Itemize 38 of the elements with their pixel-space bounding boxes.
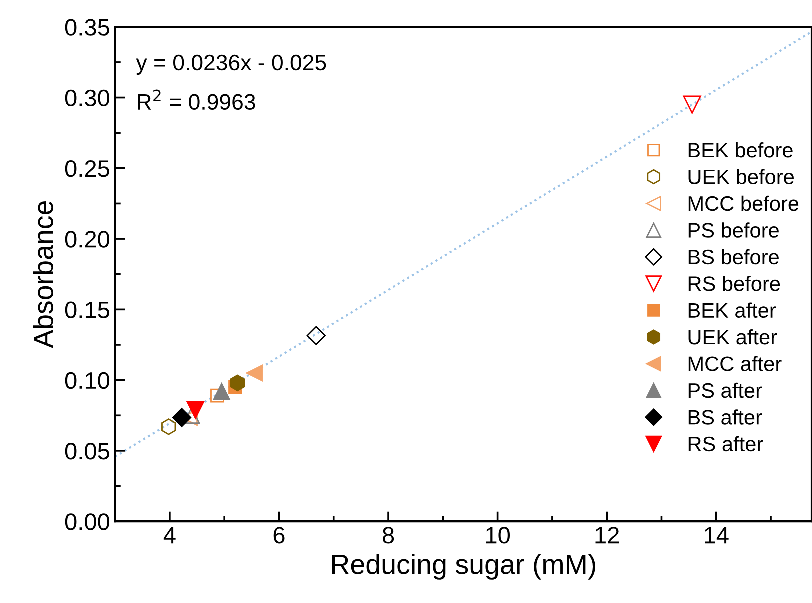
x-tick-label: 6: [274, 527, 285, 544]
y-tick-label: 0.20: [65, 231, 110, 248]
point: [683, 96, 702, 114]
y-tick-label: 0.05: [65, 443, 110, 460]
point: [172, 408, 192, 428]
point: [230, 374, 246, 392]
y-tick-label: 0.30: [65, 90, 110, 107]
legend-label: BEK before: [688, 142, 793, 158]
point: [306, 326, 326, 346]
point: [214, 383, 230, 400]
legend-label: PS before: [688, 222, 779, 238]
y-tick-label: 0.10: [65, 372, 110, 390]
legend-label: RS after: [688, 436, 764, 452]
legend-label: UEK after: [688, 329, 778, 345]
y-tick-label: 0.15: [65, 302, 110, 318]
legend-label: BEK after: [688, 302, 776, 318]
legend-label: BS after: [688, 410, 762, 425]
legend-label: MCC after: [688, 356, 782, 372]
x-axis-title: Reducing sugar (mM): [332, 554, 596, 580]
y-tick-label: 0.00: [65, 514, 110, 530]
legend-label: UEK before: [688, 169, 794, 184]
x-tick-label: 8: [382, 527, 394, 544]
point: [246, 364, 263, 382]
x-tick-label: 10: [486, 527, 510, 544]
x-tick-label: 14: [705, 527, 729, 544]
legend-label: RS before: [688, 276, 780, 292]
legend-label: MCC before: [688, 196, 799, 212]
annotation: y = 0.0236x - 0.025: [136, 54, 326, 76]
y-tick-label: 0.25: [65, 160, 110, 178]
point: [186, 400, 205, 420]
legend-label: BS before: [688, 249, 779, 265]
x-tick-label: 12: [596, 527, 620, 544]
y-axis-title: Absorbance: [33, 201, 54, 348]
legend-label: PS after: [688, 382, 762, 398]
y-tick-label: 0.35: [65, 19, 110, 36]
annotation: R$^{2}$ = 0.9963: [138, 90, 256, 110]
x-tick-label: 4: [164, 527, 176, 544]
point: [162, 418, 176, 436]
